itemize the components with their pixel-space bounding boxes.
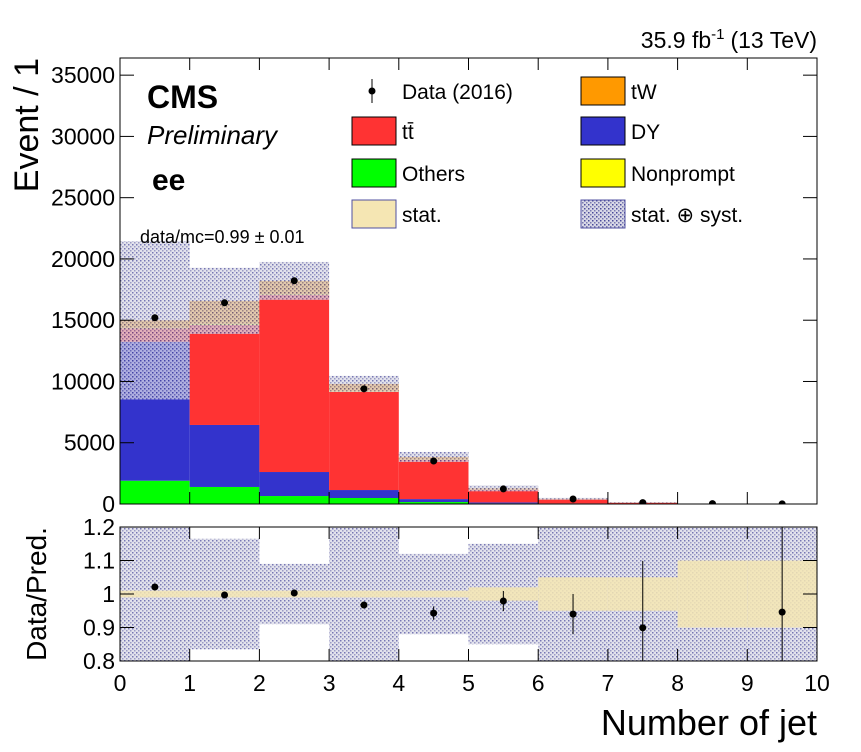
y-tick-label: 15000 [51, 307, 115, 333]
y-tick-label: 30000 [51, 123, 115, 149]
y-tick-label: 35000 [51, 62, 115, 88]
x-tick-label: 8 [671, 670, 684, 696]
ratio-point [569, 610, 577, 618]
stack-segment [259, 496, 330, 504]
stack-segment [329, 490, 399, 498]
x-tick-label: 5 [462, 670, 475, 696]
legend-label: tt̄ [402, 121, 414, 144]
legend-label: DY [631, 121, 660, 144]
annotation: data/mc=0.99 ± 0.01 [140, 227, 305, 247]
stack-segment [468, 489, 539, 503]
legend-label: Nonprompt [631, 163, 735, 186]
ratio-y-tick-label: 1.2 [83, 514, 115, 540]
y-tick-label: 20000 [51, 246, 115, 272]
ratio-stat-band [120, 590, 190, 598]
data-point [151, 314, 159, 322]
legend-label: stat. ⊕ syst. [631, 204, 743, 227]
x-tick-label: 3 [323, 670, 336, 696]
stack-segment [398, 499, 469, 503]
ratio-stat-band [677, 560, 748, 628]
x-tick-label: 6 [532, 670, 545, 696]
x-axis-title: Number of jet [601, 702, 817, 743]
ratio-y-tick-label: 1 [102, 581, 115, 607]
legend-swatch [580, 76, 626, 106]
legend-label: stat. [402, 204, 442, 227]
data-point [569, 495, 577, 503]
x-tick-label: 0 [114, 670, 127, 696]
data-point [360, 385, 368, 393]
lumi: 35.9 fb-1 (13 TeV) [641, 26, 817, 53]
legend-swatch [351, 199, 397, 229]
legend-marker [368, 87, 376, 95]
legend-label: tW [631, 81, 657, 104]
ratio-point [221, 591, 229, 599]
stack-segment [189, 424, 260, 487]
x-tick-label: 4 [392, 670, 405, 696]
data-point [290, 277, 298, 285]
stack-segment [329, 391, 399, 491]
x-tick-label: 10 [804, 670, 830, 696]
ratio-point [639, 624, 647, 632]
stack-segment [259, 294, 330, 473]
lumi-energy: (13 TeV) [730, 27, 817, 53]
data-point [639, 499, 647, 504]
x-tick-label: 2 [253, 670, 266, 696]
legend-label: Others [402, 163, 465, 186]
overlay: 0 5000 10000 15000 20000 25000 30000 35000 0.8 0.… [51, 57, 830, 696]
data-point [708, 500, 716, 504]
ratio-y-tick-label: 0.8 [83, 648, 115, 674]
stack-segment [398, 460, 469, 500]
data-point [430, 457, 438, 465]
ratio-point [778, 608, 786, 616]
y-axis-title: Event / 1 [8, 58, 46, 192]
data-point [778, 500, 786, 504]
legend-label: Data (2016) [402, 81, 513, 104]
uncertainty-band [329, 375, 399, 393]
ratio-point [360, 601, 368, 609]
cms-label: CMS [147, 79, 218, 115]
stack-segment [189, 324, 260, 425]
legend-swatch [351, 158, 397, 188]
y-tick-label: 25000 [51, 185, 115, 211]
data-point [221, 299, 229, 307]
legend-swatch [580, 199, 626, 229]
x-tick-label: 1 [183, 670, 196, 696]
ratio-point [151, 583, 159, 591]
ratio-y-axis-title: Data/Pred. [21, 527, 52, 661]
ratio-y-tick-label: 0.9 [83, 615, 115, 641]
data-point [499, 485, 507, 493]
x-tick-label: 7 [602, 670, 615, 696]
legend-swatch [580, 116, 626, 146]
ratio-y-tick-label: 1.1 [83, 548, 115, 574]
uncertainty-band [398, 451, 469, 462]
ratio-stat-band [398, 590, 469, 598]
ratio-point [430, 609, 438, 617]
stack-segment [189, 486, 260, 504]
legend-swatch [580, 158, 626, 188]
y-tick-label: 10000 [51, 368, 115, 394]
y-tick-label: 5000 [64, 430, 115, 456]
preliminary-label: Preliminary [147, 120, 279, 150]
ratio-stat-band [329, 590, 399, 598]
stack-segment [329, 497, 399, 504]
y-tick-label: 0 [102, 491, 115, 517]
x-tick-label: 9 [741, 670, 754, 696]
stack-segment [468, 502, 539, 504]
channel-label: ee [152, 164, 185, 197]
ratio-plot [120, 527, 817, 661]
stack-segment [259, 472, 330, 497]
stack-segment [120, 480, 190, 504]
main-plot [120, 241, 817, 504]
ratio-point [290, 589, 298, 597]
lumi-sup: -1 [711, 26, 724, 43]
stack-segment [398, 502, 469, 504]
ratio-point [499, 597, 507, 605]
legend-swatch [351, 116, 397, 146]
lumi-text: 35.9 fb [641, 27, 711, 53]
